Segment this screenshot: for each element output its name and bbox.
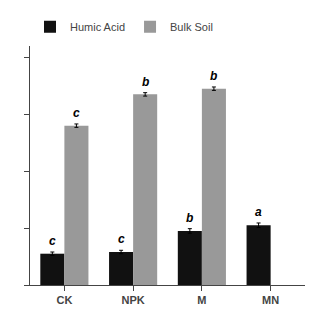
svg-text:b: b [210, 69, 217, 83]
svg-text:c: c [49, 234, 56, 248]
svg-text:a: a [255, 205, 262, 219]
svg-text:M: M [197, 294, 206, 306]
svg-text:c: c [118, 232, 125, 246]
svg-text:b: b [142, 75, 149, 89]
svg-text:Humic Acid: Humic Acid [70, 21, 125, 33]
svg-text:NPK: NPK [122, 294, 145, 306]
svg-text:Bulk Soil: Bulk Soil [170, 21, 213, 33]
svg-text:CK: CK [56, 294, 72, 306]
svg-text:b: b [186, 211, 193, 225]
svg-text:c: c [73, 106, 80, 120]
svg-text:MN: MN [262, 294, 279, 306]
